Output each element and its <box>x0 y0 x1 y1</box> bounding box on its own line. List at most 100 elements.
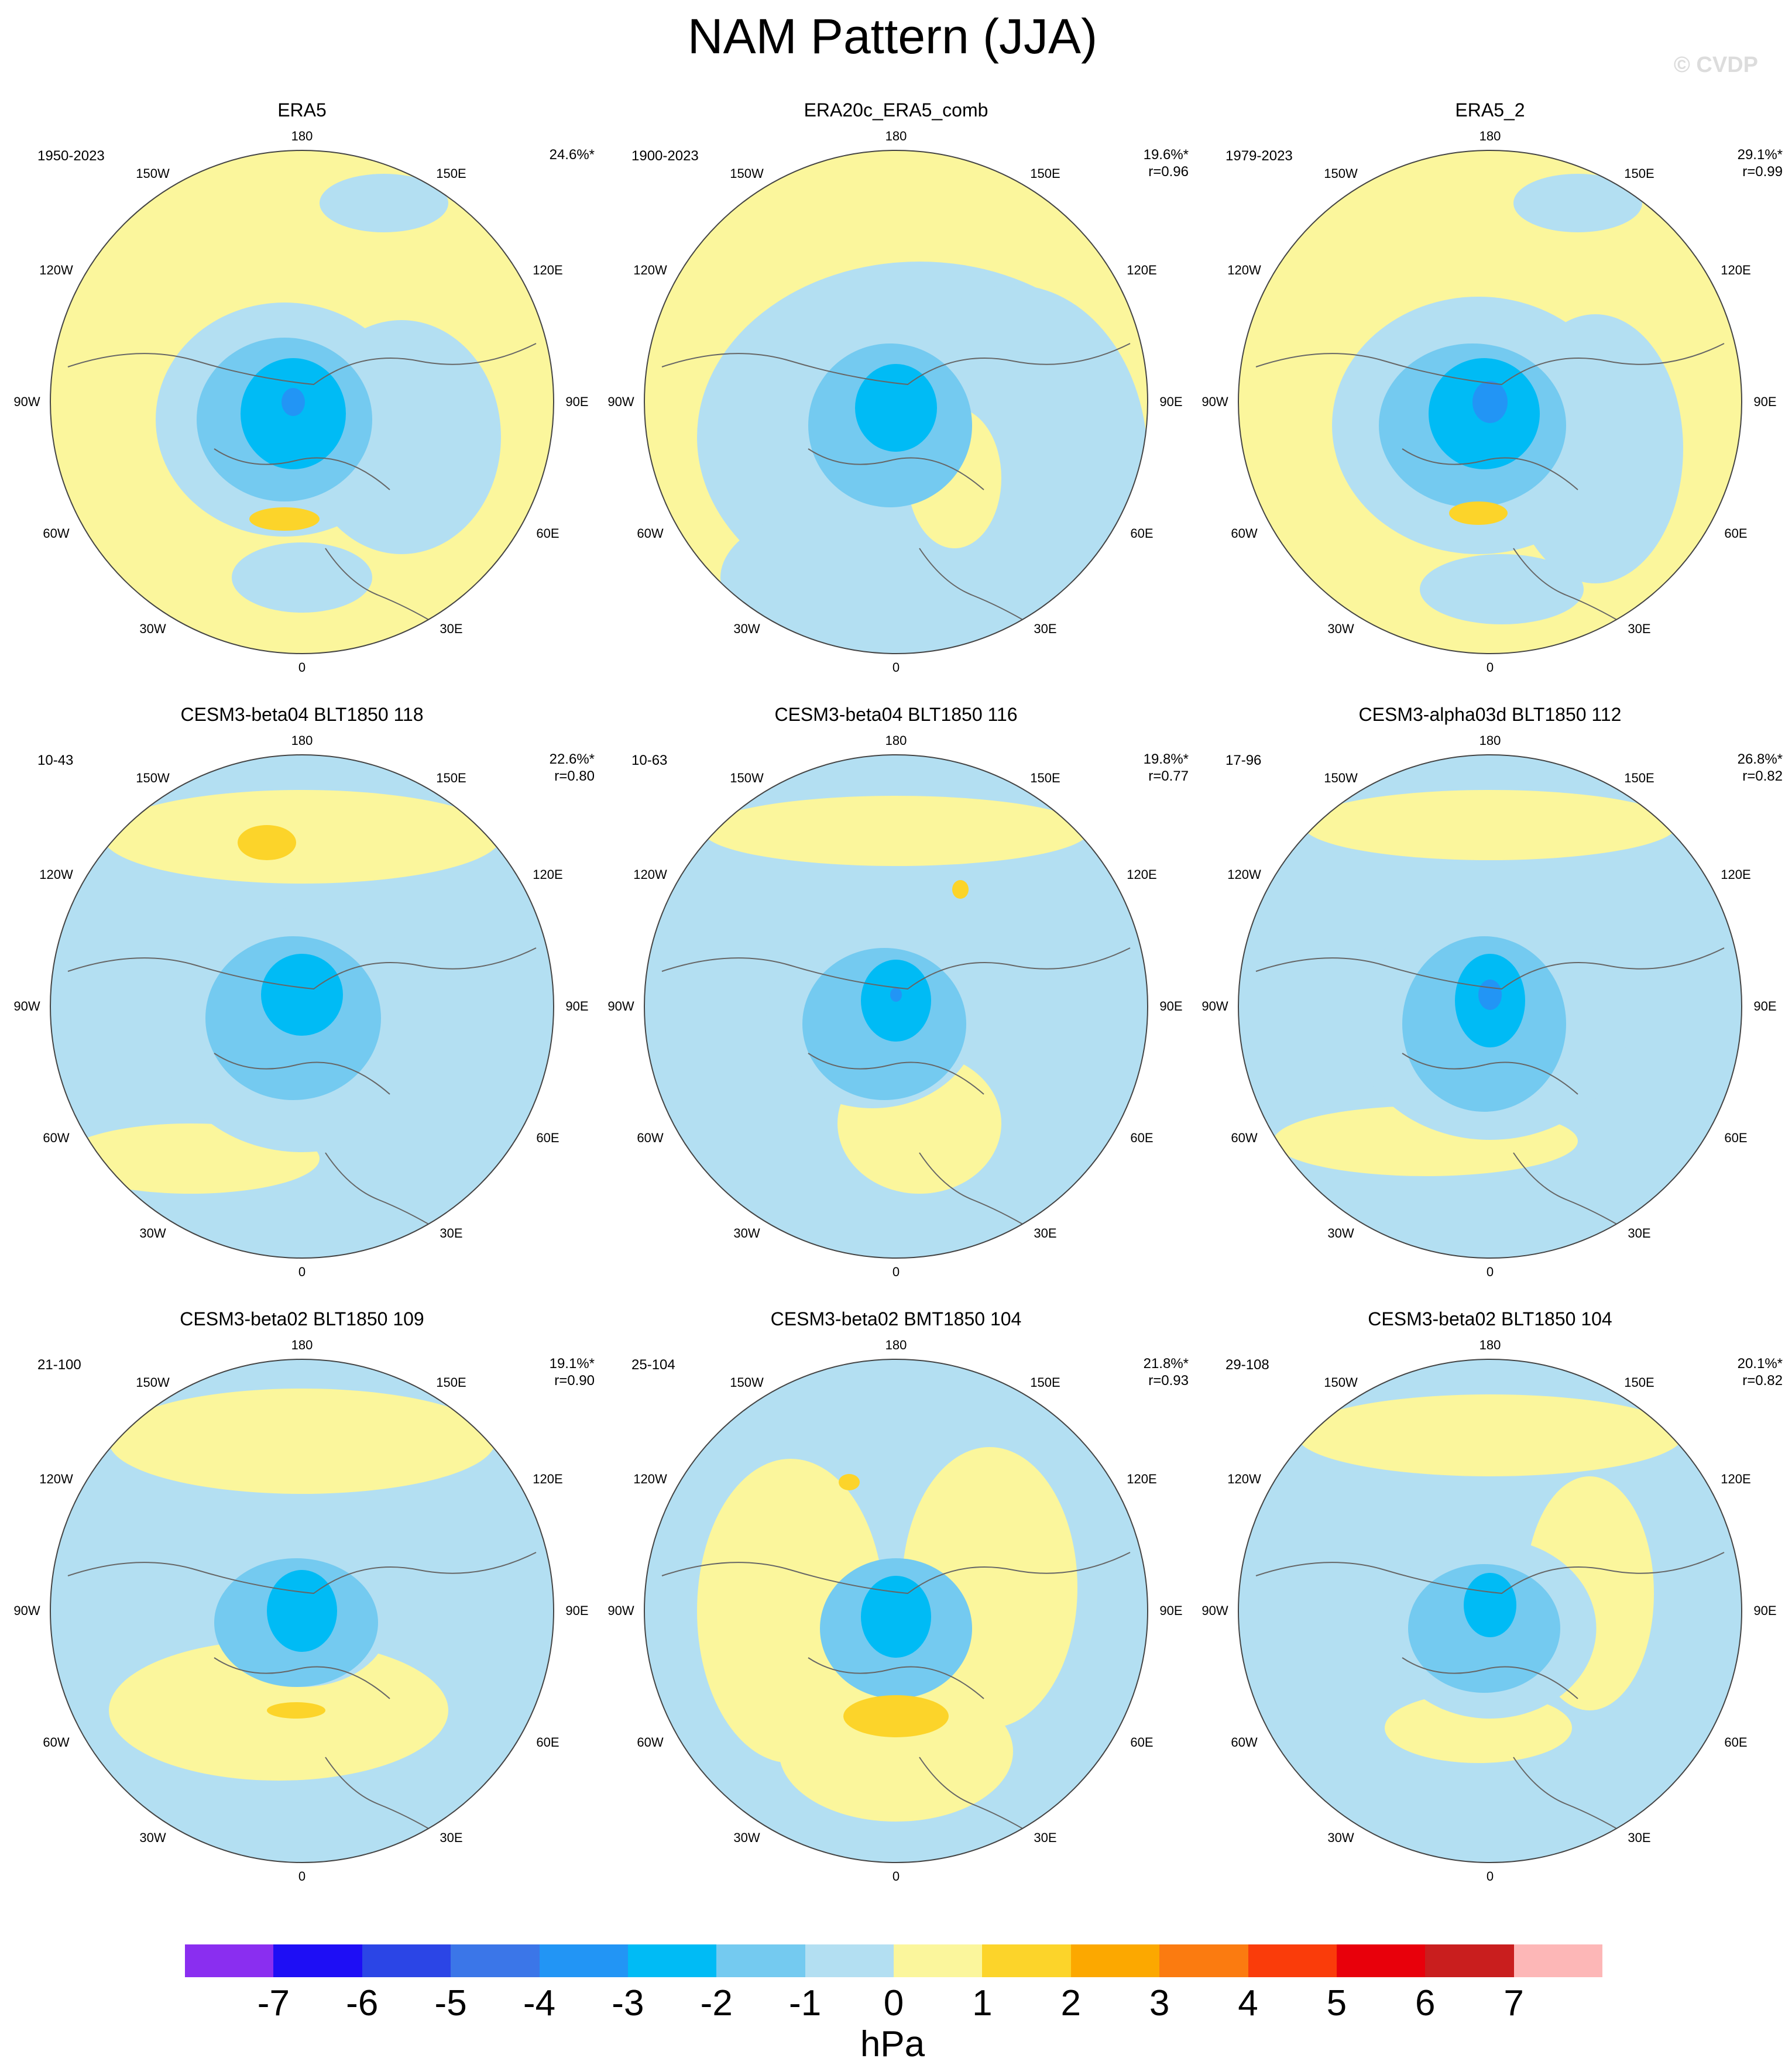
longitude-label: 60E <box>1724 1735 1748 1750</box>
longitude-label: 60W <box>1231 1131 1258 1145</box>
polar-map <box>50 1359 554 1863</box>
longitude-label: 90W <box>607 394 634 409</box>
polar-map <box>644 150 1148 654</box>
longitude-label: 0 <box>892 1264 900 1279</box>
longitude-label: 30E <box>440 1226 463 1241</box>
longitude-label: 30W <box>139 1226 166 1241</box>
panel-years: 21-100 <box>37 1357 81 1373</box>
longitude-label: 90W <box>607 999 634 1013</box>
panel-title: CESM3-beta02 BLT1850 109 <box>180 1308 424 1329</box>
longitude-label: 0 <box>892 660 900 675</box>
map-panel: CESM3-alpha03d BLT1850 112 17-96 26.8%* r=0… <box>1202 704 1785 1307</box>
longitude-label: 120W <box>633 263 667 277</box>
longitude-label: 0 <box>298 1869 306 1884</box>
longitude-label: 60W <box>1231 526 1258 541</box>
colorbar-swatch <box>362 1944 451 1977</box>
panel-title: ERA5_2 <box>1455 99 1525 121</box>
longitude-label: 180 <box>885 129 907 143</box>
colorbar-swatch <box>627 1944 717 1977</box>
colorbar-swatch <box>982 1944 1071 1977</box>
map-panel: ERA5_2 1979-2023 29.1%* r=0.99 180 0 90W 90E 150… <box>1202 99 1785 702</box>
longitude-label: 180 <box>1479 129 1501 143</box>
longitude-label: 90W <box>13 999 40 1013</box>
longitude-label: 150W <box>730 166 764 181</box>
polar-map <box>1238 150 1742 654</box>
colorbar-swatch <box>716 1944 805 1977</box>
longitude-label: 90E <box>1753 394 1777 409</box>
longitude-label: 30E <box>1034 621 1057 636</box>
longitude-label: 120E <box>1721 867 1751 882</box>
panel-stats: 29.1%* r=0.99 <box>1738 146 1783 180</box>
correlation: r=0.90 <box>554 1373 595 1389</box>
longitude-label: 120E <box>1127 1472 1157 1486</box>
panel-years: 1950-2023 <box>37 148 105 164</box>
longitude-label: 30W <box>139 621 166 636</box>
colorbar-swatch <box>1336 1944 1426 1977</box>
panel-stats: 20.1%* r=0.82 <box>1738 1355 1783 1389</box>
longitude-label: 150W <box>1324 166 1358 181</box>
page-title: NAM Pattern (JJA) <box>687 9 1098 64</box>
colorbar-tick-label: -1 <box>789 1983 822 2023</box>
longitude-label: 180 <box>291 129 313 143</box>
map-panel: CESM3-beta02 BLT1850 109 21-100 19.1%* r=0.… <box>13 1308 624 1911</box>
panel-title: CESM3-beta04 BLT1850 118 <box>180 704 424 725</box>
longitude-label: 90E <box>1159 1603 1183 1618</box>
polar-map <box>1238 1359 1742 1863</box>
longitude-label: 90E <box>565 1603 589 1618</box>
longitude-label: 150W <box>730 771 764 785</box>
longitude-label: 120E <box>1127 263 1157 277</box>
longitude-label: 180 <box>885 733 907 748</box>
longitude-label: 30W <box>733 1830 760 1845</box>
longitude-label: 120E <box>1127 867 1157 882</box>
colorbar-labels: -7 -6 -5 -4 -3 -2 -1 0 1 2 3 4 5 6 7 <box>185 1982 1602 2029</box>
longitude-label: 60E <box>536 1735 559 1750</box>
map-panel: ERA20c_ERA5_comb 1900-2023 19.6%* r=0.96 180… <box>607 99 1218 702</box>
longitude-label: 0 <box>1486 1869 1494 1884</box>
polar-map <box>50 150 554 654</box>
colorbar-swatch <box>894 1944 983 1977</box>
longitude-label: 120W <box>633 867 667 882</box>
longitude-label: 150W <box>1324 1375 1358 1390</box>
colorbar-tick-label: -5 <box>434 1983 467 2023</box>
longitude-label: 30W <box>1327 1830 1354 1845</box>
longitude-label: 60E <box>536 526 559 541</box>
longitude-label: 30W <box>1327 621 1354 636</box>
correlation: r=0.99 <box>1742 164 1783 180</box>
longitude-label: 90E <box>1753 999 1777 1013</box>
colorbar <box>185 1944 1602 1977</box>
longitude-label: 150W <box>1324 771 1358 785</box>
longitude-label: 150E <box>436 771 466 785</box>
map-panel: CESM3-beta02 BMT1850 104 25-104 21.8%* r=0.… <box>607 1308 1218 1911</box>
colorbar-swatch <box>1513 1944 1602 1977</box>
colorbar-tick-label: 7 <box>1503 1983 1524 2023</box>
longitude-label: 90E <box>565 999 589 1013</box>
longitude-label: 150E <box>1030 771 1060 785</box>
longitude-label: 0 <box>1486 660 1494 675</box>
variance-pct: 22.6%* <box>549 751 595 767</box>
colorbar-tick-label: 5 <box>1326 1983 1347 2023</box>
polar-map <box>644 754 1148 1259</box>
colorbar-swatch <box>1159 1944 1248 1977</box>
variance-pct: 24.6%* <box>549 147 595 163</box>
colorbar-swatch <box>539 1944 628 1977</box>
map-panel: ERA5 1950-2023 24.6%* 180 0 90W 90E 150W 120W 30W… <box>13 99 624 702</box>
colorbar-swatch <box>185 1944 274 1977</box>
colorbar-tick-label: 4 <box>1238 1983 1258 2023</box>
longitude-label: 60E <box>1130 1131 1154 1145</box>
colorbar-tick-label: -4 <box>523 1983 556 2023</box>
panel-stats: 26.8%* r=0.82 <box>1738 751 1783 785</box>
map-panel: CESM3-beta04 BLT1850 118 10-43 22.6%* r=0.8… <box>13 704 624 1307</box>
longitude-label: 180 <box>885 1338 907 1352</box>
longitude-label: 30W <box>139 1830 166 1845</box>
panel-years: 1900-2023 <box>631 148 699 164</box>
longitude-label: 60W <box>637 526 664 541</box>
panel-stats: 19.6%* r=0.96 <box>1144 146 1189 180</box>
polar-map <box>1238 754 1742 1259</box>
longitude-label: 180 <box>1479 1338 1501 1352</box>
longitude-label: 120W <box>39 1472 73 1486</box>
longitude-label: 30E <box>1628 1830 1651 1845</box>
longitude-label: 180 <box>291 1338 313 1352</box>
longitude-label: 0 <box>298 660 306 675</box>
panel-stats: 19.1%* r=0.90 <box>550 1355 595 1389</box>
longitude-label: 90W <box>1202 394 1228 409</box>
